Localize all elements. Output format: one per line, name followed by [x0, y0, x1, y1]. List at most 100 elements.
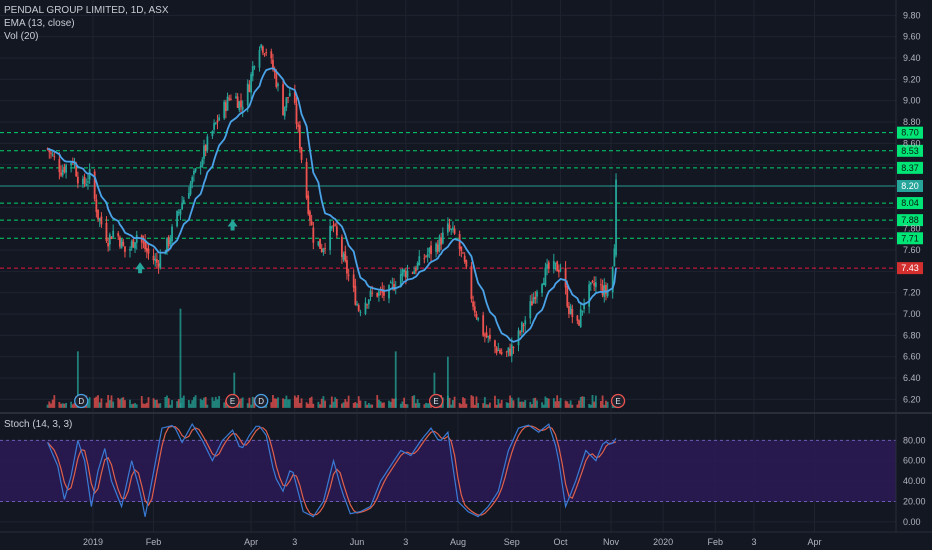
- price-tick-label: 9.00: [903, 96, 921, 106]
- volume-bar: [463, 398, 466, 408]
- candle-body: [273, 69, 276, 73]
- candle-body: [211, 131, 214, 137]
- time-axis[interactable]: 2019 Feb Apr 3 Jun 3 Aug Sep Oct Nov 2020 Feb 3 Apr: [0, 531, 932, 547]
- volume-bar: [61, 403, 64, 408]
- time-tick-label: 2020: [653, 537, 673, 547]
- volume-bar: [324, 400, 326, 408]
- volume-bar: [330, 396, 333, 408]
- volume-bar: [403, 397, 406, 408]
- volume-bar: [487, 404, 490, 408]
- volume-bar: [369, 404, 372, 408]
- symbol-legend[interactable]: PENDAL GROUP LIMITED, 1D, ASX: [4, 5, 169, 16]
- price-axis[interactable]: 9.80 9.60 9.40 9.20 9.00 8.80 8.60 7.80 7.60 7.20…: [895, 0, 921, 532]
- candle-body: [157, 263, 160, 267]
- candle-body: [465, 260, 468, 267]
- volume-bar: [250, 404, 252, 408]
- candle-body: [309, 211, 311, 221]
- volume-bar: [124, 400, 126, 408]
- volume-bar: [300, 398, 303, 408]
- volume-bar: [129, 399, 131, 408]
- earnings-marker-label: E: [433, 397, 438, 406]
- candle-body: [356, 303, 358, 306]
- time-tick-label: Aug: [450, 537, 466, 547]
- price-tick-label: 7.60: [903, 245, 921, 255]
- candle-body: [100, 216, 103, 225]
- candle-body: [546, 264, 548, 269]
- volume-spike: [433, 372, 436, 408]
- candle-body: [182, 199, 185, 205]
- candle-body: [335, 226, 338, 236]
- volume-bar: [145, 402, 148, 408]
- volume-bars: [46, 308, 617, 408]
- candle-body: [347, 274, 350, 276]
- candle-body: [403, 269, 406, 273]
- candle-body: [578, 320, 580, 326]
- candle-body: [453, 228, 456, 234]
- candle-body: [371, 292, 374, 294]
- candle-body: [532, 297, 535, 304]
- volume-bar: [273, 398, 276, 408]
- candle-body: [605, 284, 607, 295]
- candle-body: [240, 100, 242, 108]
- candle-body: [399, 273, 402, 287]
- earnings-marker: [428, 393, 444, 409]
- candle-body: [388, 284, 390, 299]
- time-tick-label: 2019: [83, 537, 103, 547]
- stoch-axis[interactable]: 80.00 60.00 40.00 20.00 0.00: [903, 435, 926, 526]
- candle-body: [319, 238, 321, 249]
- candle-body: [117, 233, 120, 237]
- volume-bar: [277, 397, 279, 408]
- candle-body: [472, 301, 474, 307]
- volume-bar: [329, 404, 332, 408]
- volume-bar: [70, 401, 73, 408]
- volume-bar: [73, 403, 76, 408]
- candle-body: [430, 245, 432, 255]
- candle-body: [154, 258, 157, 261]
- volume-bar: [144, 403, 147, 408]
- level-tag-label: 7.88: [901, 215, 919, 225]
- volume-bar: [206, 404, 209, 408]
- volume-bar: [191, 400, 194, 408]
- candle-body: [122, 241, 125, 246]
- candle-body: [305, 162, 308, 199]
- ema-legend[interactable]: EMA (13, close): [4, 18, 75, 29]
- candle-body: [312, 227, 315, 243]
- candle-body: [193, 171, 195, 175]
- candle-body: [510, 344, 513, 356]
- volume-bar: [512, 400, 515, 408]
- volume-bar: [107, 395, 110, 408]
- candle-body: [108, 234, 111, 245]
- candle-body: [489, 334, 491, 339]
- volume-bar: [482, 403, 485, 408]
- candle-body: [76, 176, 79, 184]
- volume-bar: [310, 396, 313, 408]
- candle-body: [181, 202, 184, 210]
- candle-body: [107, 242, 110, 247]
- level-tag: [897, 144, 923, 157]
- volume-bar: [529, 401, 532, 408]
- candle-body: [50, 152, 52, 154]
- candle-body: [275, 72, 278, 87]
- volume-bar: [142, 403, 145, 408]
- candles: [46, 43, 617, 363]
- candle-body: [559, 269, 562, 271]
- time-tick-label: 3: [751, 537, 756, 547]
- candle-body: [236, 96, 239, 108]
- candle-body: [132, 239, 135, 248]
- vol-legend[interactable]: Vol (20): [4, 31, 39, 42]
- candle-body: [334, 224, 337, 226]
- volume-bar: [593, 401, 596, 408]
- candle-body: [73, 163, 76, 165]
- volume-bar: [357, 396, 360, 408]
- volume-bar: [71, 404, 74, 408]
- volume-bar: [110, 395, 113, 408]
- stoch-legend[interactable]: Stoch (14, 3, 3): [4, 419, 73, 430]
- candle-body: [383, 290, 385, 296]
- candle-body: [556, 261, 559, 272]
- candle-body: [552, 260, 555, 270]
- candle-body: [218, 117, 221, 121]
- candle-body: [171, 226, 173, 242]
- volume-spike: [446, 356, 449, 408]
- candle-body: [583, 304, 585, 310]
- candle-body: [295, 103, 298, 125]
